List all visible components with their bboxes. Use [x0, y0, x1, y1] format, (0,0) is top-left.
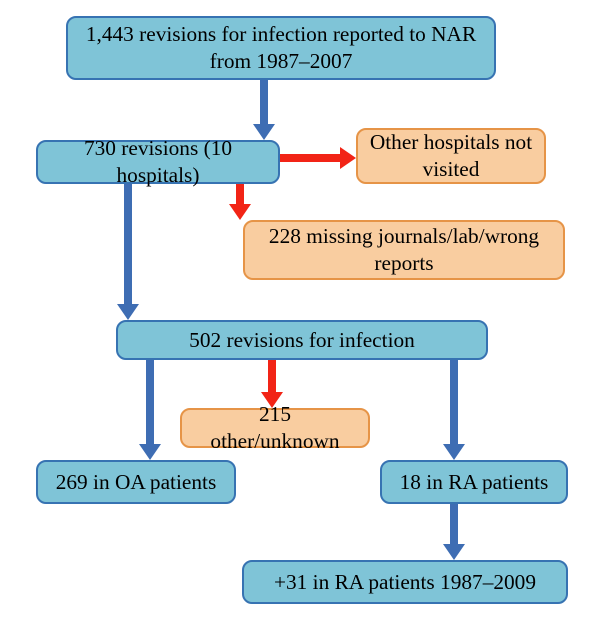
flowchart-node-n5: 502 revisions for infection [116, 320, 488, 360]
flowchart-node-label: 228 missing journals/lab/wrong reports [255, 223, 553, 276]
arrow-head-down-icon [253, 124, 275, 140]
flowchart-node-n6: 215 other/unknown [180, 408, 370, 448]
arrow-head-down-icon [139, 444, 161, 460]
arrow-shaft [124, 184, 132, 304]
flowchart-node-n9: +31 in RA patients 1987–2009 [242, 560, 568, 604]
arrow-head-right-icon [340, 147, 356, 169]
arrow-head-down-icon [117, 304, 139, 320]
flowchart-node-label: 730 revisions (10 hospitals) [48, 135, 268, 188]
arrow-head-down-icon [443, 544, 465, 560]
flowchart-node-n8: 18 in RA patients [380, 460, 568, 504]
arrow-head-down-icon [443, 444, 465, 460]
arrow-shaft [268, 360, 276, 392]
arrow-shaft [146, 360, 154, 444]
flowchart-node-label: Other hospitals not visited [368, 129, 534, 182]
arrow-shaft [280, 154, 340, 162]
flowchart-node-n1: 1,443 revisions for infection reported t… [66, 16, 496, 80]
flowchart-node-label: +31 in RA patients 1987–2009 [274, 569, 536, 596]
flowchart-node-n3: Other hospitals not visited [356, 128, 546, 184]
arrow-shaft [450, 360, 458, 444]
flowchart-node-label: 502 revisions for infection [189, 327, 415, 354]
arrow-head-down-icon [261, 392, 283, 408]
flowchart-node-label: 1,443 revisions for infection reported t… [78, 21, 484, 74]
arrow-head-down-icon [229, 204, 251, 220]
flowchart-node-label: 215 other/unknown [192, 401, 358, 454]
flowchart-node-n2: 730 revisions (10 hospitals) [36, 140, 280, 184]
arrow-shaft [450, 504, 458, 544]
flowchart-node-n4: 228 missing journals/lab/wrong reports [243, 220, 565, 280]
flowchart-node-label: 269 in OA patients [56, 469, 217, 496]
arrow-shaft [236, 184, 244, 204]
flowchart-node-n7: 269 in OA patients [36, 460, 236, 504]
arrow-shaft [260, 80, 268, 124]
flowchart-node-label: 18 in RA patients [400, 469, 549, 496]
flowchart-stage: 1,443 revisions for infection reported t… [0, 0, 600, 632]
